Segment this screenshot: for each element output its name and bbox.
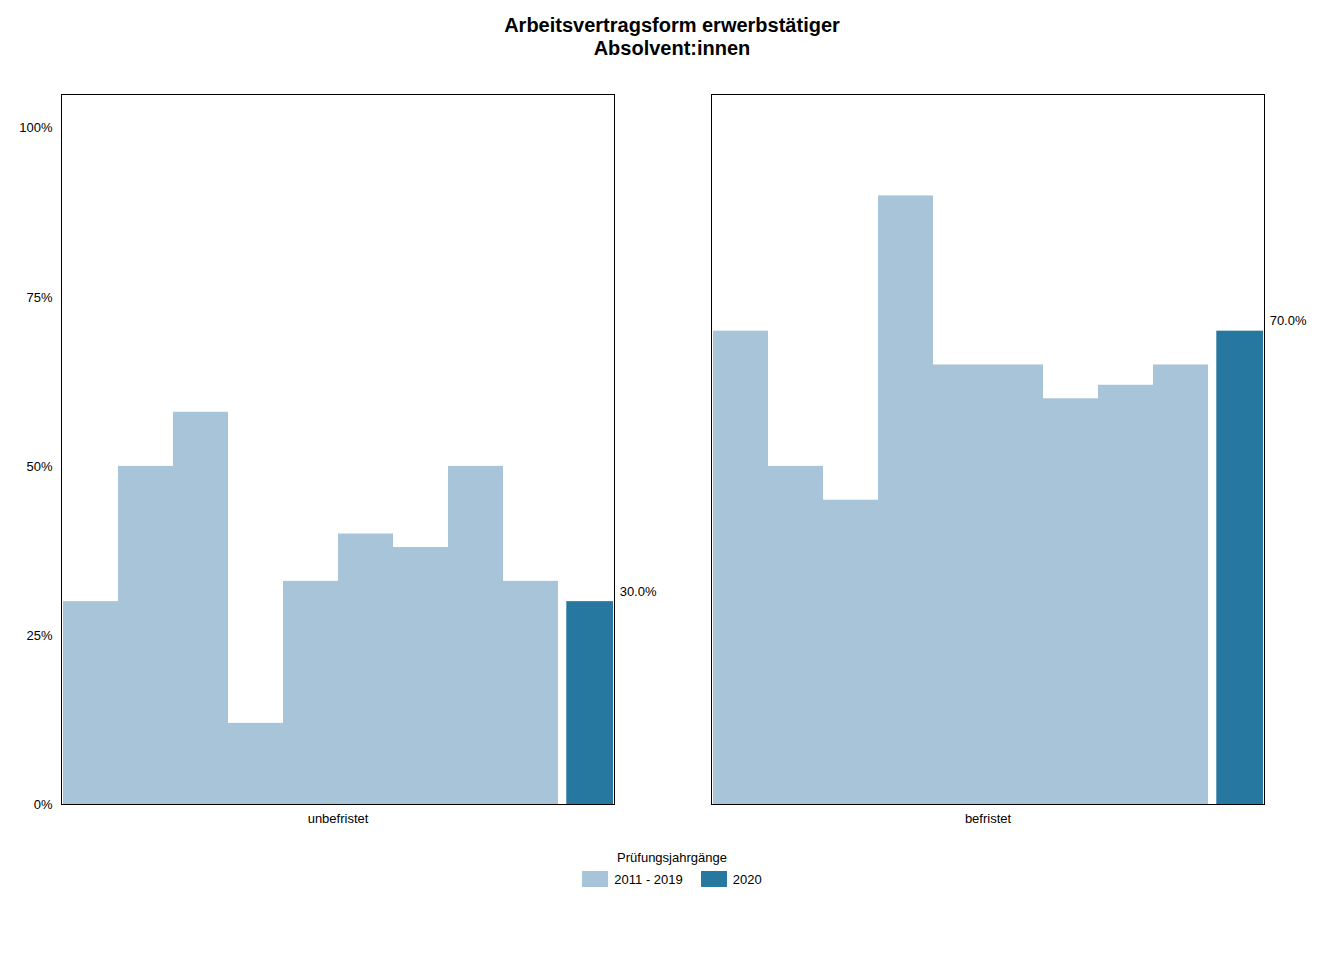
svg-text:unbefristet: unbefristet [308,811,369,826]
html-text:2020: 2020 [732,871,762,887]
svg-text:75%: 75% [26,290,52,305]
html-text:2011 - 2019: 2011 - 2019 [614,871,683,887]
svg-text:100%: 100% [19,120,53,135]
svg-text:befristet: befristet [965,811,1012,826]
svg-text:50%: 50% [26,459,52,474]
svg-text:70.0%: 70.0% [1270,313,1307,328]
svg-text:0%: 0% [34,797,53,812]
svg-text:30.0%: 30.0% [620,584,657,599]
svg-text:25%: 25% [26,628,52,643]
html-text:Arbeitsvertragsform erwerbstät: Arbeitsvertragsform erwerbstätiger Absol… [504,14,840,59]
html-text:Prüfungsjahrgänge: Prüfungsjahrgänge [617,850,727,865]
